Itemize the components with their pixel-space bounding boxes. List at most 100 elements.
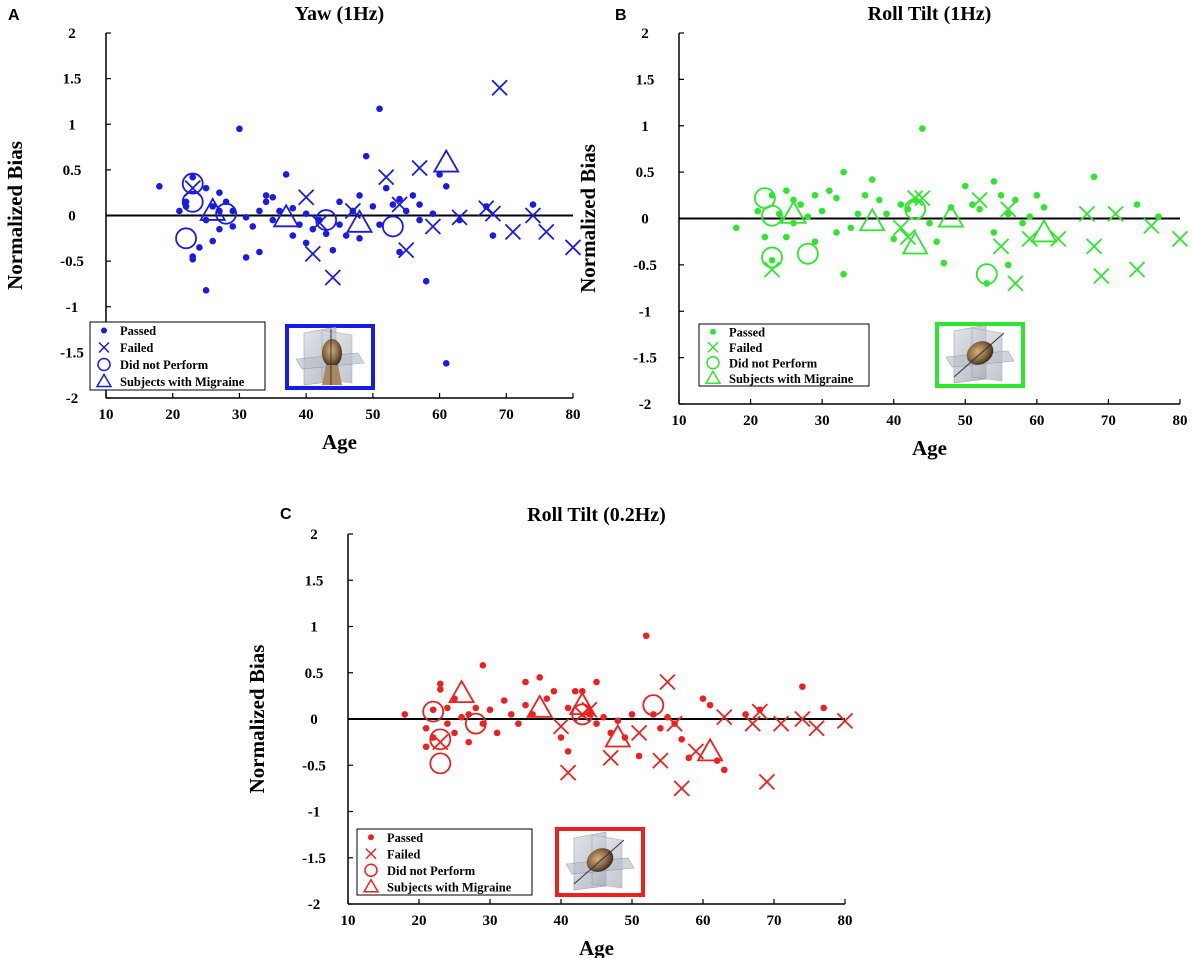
failed-point [659, 673, 676, 691]
passed-point [1004, 261, 1012, 269]
failed-point [1078, 205, 1096, 222]
passed-point [202, 287, 210, 294]
legend-dot-icon [710, 328, 716, 335]
passed-point [479, 662, 487, 669]
passed-point [242, 254, 250, 261]
x-tick-label: 70 [1101, 413, 1116, 429]
did-not-perform-point [761, 246, 783, 269]
neck-shape [322, 365, 342, 385]
passed-point [761, 233, 769, 241]
passed-point [458, 713, 465, 721]
passed-point [564, 748, 572, 755]
legend-triangle-icon [95, 373, 113, 388]
did-not-perform-point [761, 204, 783, 227]
x-tick-label: 30 [232, 407, 247, 423]
legend-label: Failed [387, 847, 420, 861]
panel-label: B [615, 7, 627, 24]
legend-label: Failed [120, 341, 153, 355]
migraine-point [696, 737, 724, 762]
y-tick-label: 2 [310, 527, 318, 543]
legend-label: Failed [729, 341, 762, 355]
passed-point [322, 230, 330, 238]
y-tick-label: -2 [66, 391, 79, 407]
passed-point [904, 205, 912, 213]
passed-point [302, 210, 310, 217]
passed-point [897, 201, 905, 208]
passed-point [302, 239, 310, 247]
passed-point [783, 233, 790, 241]
passed-point [382, 184, 390, 192]
series-failed [432, 673, 854, 797]
migraine-point [345, 208, 374, 233]
passed-point [376, 221, 383, 228]
failed-point [899, 228, 917, 246]
passed-point [369, 203, 377, 210]
legend-label: Passed [120, 324, 156, 338]
x-tick-label: 40 [886, 413, 901, 429]
legend-triangle-icon [362, 878, 380, 893]
passed-point [236, 125, 243, 133]
legend-x-icon [707, 341, 719, 353]
passed-point [868, 176, 876, 183]
passed-point [256, 248, 263, 256]
passed-point [465, 738, 473, 746]
did-not-perform-point [181, 190, 204, 213]
passed-point [811, 238, 819, 245]
passed-point [289, 204, 297, 212]
passed-point [189, 173, 197, 181]
did-not-perform-point [464, 712, 487, 735]
passed-point [706, 701, 714, 709]
failed-point [378, 169, 395, 186]
y-tick-label: 1.5 [305, 573, 324, 589]
legend-x-icon [98, 341, 110, 354]
passed-point [216, 189, 223, 196]
migraine-point [604, 723, 632, 748]
x-tick-label: 50 [365, 407, 380, 423]
legend-circle-icon [706, 356, 720, 370]
x-tick-label: 60 [432, 407, 447, 423]
passed-point [961, 182, 969, 190]
failed-point [836, 712, 854, 729]
passed-point [493, 729, 501, 737]
passed-point [356, 235, 363, 242]
x-tick-label: 80 [566, 407, 581, 423]
did-not-perform-point [904, 198, 927, 221]
migraine-point [858, 207, 886, 232]
x-tick-label: 60 [696, 913, 711, 929]
series-failed [763, 189, 1189, 292]
passed-point [216, 225, 223, 233]
legend-x-icon [365, 848, 377, 860]
passed-point [436, 171, 443, 178]
x-tick-label: 80 [1173, 413, 1188, 429]
legend-triangle-icon [704, 369, 722, 384]
passed-point [571, 687, 579, 695]
y-axis-label: Normalized Bias [3, 141, 27, 290]
passed-point [742, 711, 749, 718]
passed-point [833, 229, 840, 236]
passed-point [976, 205, 983, 213]
y-tick-label: 1 [68, 117, 76, 133]
passed-point [389, 201, 397, 208]
passed-point [732, 224, 740, 232]
failed-point [992, 238, 1010, 255]
failed-point [914, 189, 931, 207]
passed-point [854, 210, 862, 218]
passed-point [990, 178, 998, 185]
failed-point [892, 219, 910, 236]
failed-point [411, 159, 428, 177]
chart-title: Roll Tilt (1Hz) [868, 3, 992, 25]
passed-point [579, 687, 586, 695]
legend: Passed Failed Did not Perform Subjects with… [89, 321, 266, 391]
passed-point [182, 198, 190, 206]
failed-point [451, 209, 468, 226]
series-did-not-perform [175, 172, 404, 250]
migraine-point [568, 691, 596, 716]
legend-box [698, 323, 870, 387]
y-tick-label: -1 [308, 805, 321, 821]
legend-label: Did not Perform [387, 864, 476, 878]
x-tick-label: 40 [554, 913, 569, 929]
x-tick-label: 80 [838, 913, 853, 929]
failed-point [758, 773, 776, 791]
series-did-not-perform [422, 694, 665, 775]
